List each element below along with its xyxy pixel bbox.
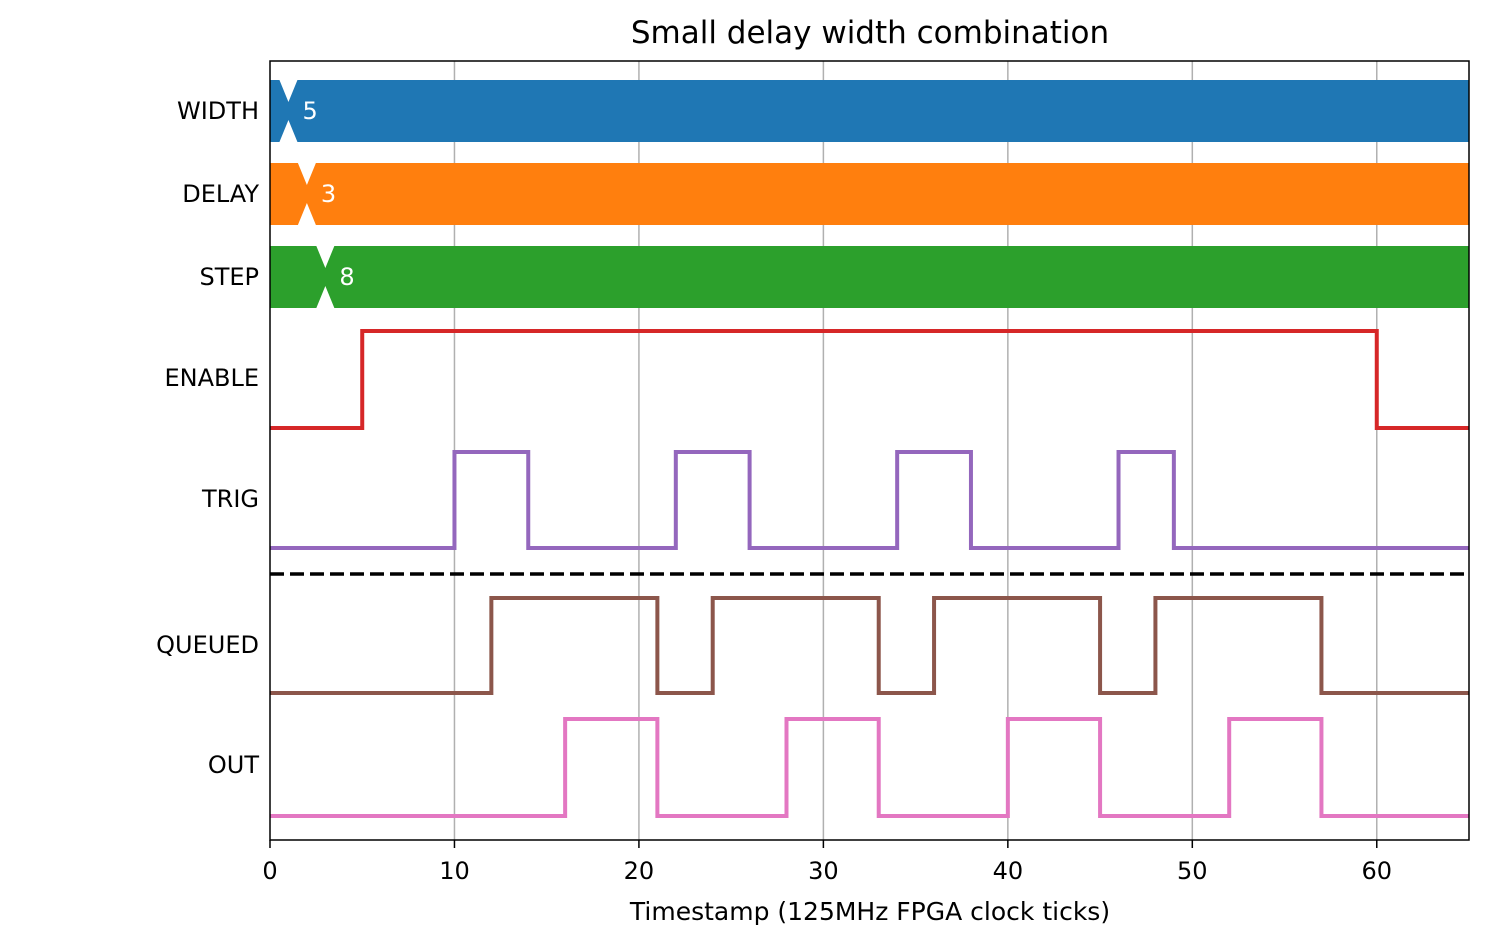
x-tick-label-20: 20 — [624, 857, 655, 885]
signal-trace-out — [270, 717, 1469, 818]
x-tick-label-10: 10 — [439, 857, 470, 885]
bus-step — [270, 246, 1469, 308]
bus-value-step: 8 — [339, 263, 354, 291]
x-axis-ticks: 0 10 20 30 40 50 60 — [262, 840, 1392, 885]
bus-value-width: 5 — [302, 97, 317, 125]
bus-signals: 5 3 8 — [270, 80, 1469, 308]
x-axis-label: Timestamp (125MHz FPGA clock ticks) — [629, 897, 1110, 926]
x-tick-label-0: 0 — [262, 857, 277, 885]
signal-label-delay: DELAY — [182, 180, 259, 208]
signal-label-trig: TRIG — [201, 485, 259, 513]
chart-title: Small delay width combination — [631, 15, 1109, 51]
signal-trace-trig — [270, 450, 1469, 550]
signal-label-step: STEP — [199, 263, 259, 291]
bus-delay — [270, 163, 1469, 225]
signal-labels: WIDTH DELAY STEP ENABLE TRIG QUEUED OUT — [156, 97, 259, 779]
digital-signals — [270, 329, 1469, 818]
signal-label-queued: QUEUED — [156, 631, 259, 659]
signal-label-out: OUT — [208, 751, 259, 779]
signal-label-width: WIDTH — [177, 97, 259, 125]
signal-trace-queued — [270, 596, 1469, 695]
x-tick-label-30: 30 — [808, 857, 839, 885]
x-tick-label-60: 60 — [1361, 857, 1392, 885]
x-tick-label-40: 40 — [993, 857, 1024, 885]
bus-width — [270, 80, 1469, 142]
bus-value-delay: 3 — [321, 180, 336, 208]
signal-trace-enable — [270, 329, 1469, 430]
x-tick-label-50: 50 — [1177, 857, 1208, 885]
plot-frame — [269, 60, 1470, 841]
signal-label-enable: ENABLE — [164, 364, 259, 392]
